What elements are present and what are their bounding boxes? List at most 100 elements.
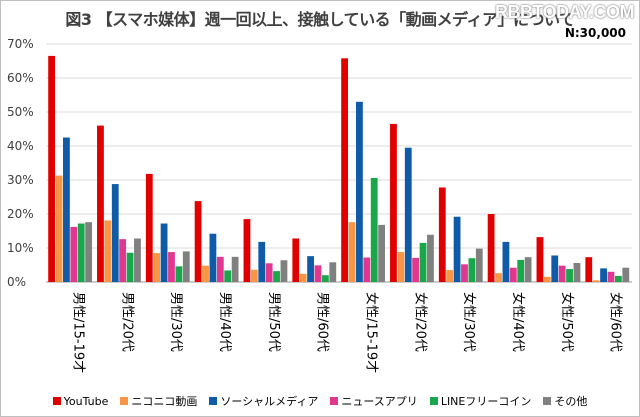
x-tick-label: 男性/30代: [168, 292, 183, 352]
legend-label: YouTube: [63, 394, 109, 408]
bar: [85, 222, 93, 282]
x-tick-label: 女性/50代: [559, 292, 575, 352]
y-tick-label: 20%: [7, 207, 34, 221]
bar: [543, 276, 551, 282]
y-tick-label: 40%: [7, 139, 34, 153]
bar: [607, 271, 615, 282]
bar: [153, 253, 161, 282]
bar: [438, 187, 446, 282]
bar: [111, 184, 119, 282]
legend-label: ソーシャルメディア: [220, 395, 319, 408]
legend-item: ニュースアプリ: [330, 393, 418, 409]
bar: [468, 258, 476, 282]
legend-item: ニコニコ動画: [120, 393, 197, 409]
bar: [558, 265, 566, 282]
bar: [194, 201, 202, 282]
x-tick-label: 男性/20代: [119, 292, 134, 352]
legend-swatch: [52, 397, 61, 405]
bar: [231, 256, 239, 282]
bar: [265, 263, 273, 282]
bar: [461, 264, 468, 282]
bar: [168, 252, 175, 282]
bar: [307, 256, 314, 282]
bar: [378, 224, 386, 282]
bar: [182, 251, 190, 282]
y-tick-label: 70%: [7, 37, 34, 51]
bar: [145, 173, 153, 282]
legend-swatch: [120, 397, 129, 405]
x-tick-label: 女性/30代: [461, 292, 477, 352]
bar: [70, 226, 78, 282]
bar: [370, 177, 378, 282]
bar: [573, 262, 581, 282]
legend-label: その他: [554, 395, 588, 408]
legend-item: YouTube: [52, 393, 109, 409]
bar: [160, 223, 168, 282]
watermark: RBBTODAY.COM: [494, 2, 635, 22]
legend: YouTube ニコニコ動画 ソーシャルメディア ニュースアプリ LINEフリーコイン そ…: [0, 393, 640, 409]
bar: [329, 262, 337, 282]
gridlines: [46, 43, 632, 283]
legend-label: ニコニコ動画: [131, 395, 198, 408]
y-tick-label: 60%: [7, 71, 34, 85]
legend-item: ソーシャルメディア: [209, 393, 318, 409]
x-tick-label: 女性/20代: [412, 292, 428, 352]
bar: [209, 233, 217, 282]
x-tick-label: 女性/15-19才: [363, 292, 379, 373]
bar: [224, 270, 232, 282]
bar: [134, 238, 141, 282]
legend-item: その他: [543, 393, 587, 409]
bar: [397, 252, 405, 282]
bar: [622, 267, 630, 282]
y-tick-label: 50%: [7, 105, 34, 119]
legend-swatch: [429, 397, 438, 405]
bar: [412, 257, 420, 282]
bar: [104, 220, 112, 282]
legend-swatch: [330, 397, 339, 405]
bar: [97, 125, 104, 282]
bar: [250, 269, 258, 282]
bar: [55, 175, 63, 282]
bar: [585, 257, 593, 282]
bars: [48, 55, 630, 283]
chart-title: 図3 【スマホ媒体】週一回以上、接触している「動画メディア」について: [65, 10, 575, 29]
bar: [446, 270, 454, 282]
legend-label: ニュースアプリ: [341, 395, 418, 408]
y-tick-label: 30%: [7, 173, 34, 187]
bar: [321, 275, 329, 282]
bar: [341, 58, 349, 282]
bar: [48, 55, 56, 283]
bar: [495, 273, 502, 282]
bar: [600, 268, 607, 282]
legend-label: LINEフリーコイン: [440, 395, 532, 408]
x-tick-label: 女性/60代: [608, 292, 624, 352]
bar: [63, 137, 70, 282]
bar: [126, 252, 134, 282]
bar: [292, 238, 300, 282]
y-tick-label: 0%: [7, 275, 26, 289]
y-axis-ticks: 0% 10% 20% 30% 40% 50% 60% 70%: [7, 37, 34, 289]
bar: [175, 266, 183, 282]
bar: [453, 216, 461, 282]
bar: [77, 223, 85, 282]
bar: [258, 241, 266, 282]
bar: [517, 259, 525, 282]
bar: [592, 280, 600, 282]
x-axis-ticks: 男性/15-19才 男性/20代 男性/30代 男性/40代 男性/50代 男性/60代 女…: [70, 292, 623, 373]
bar: [363, 257, 371, 282]
x-tick-label: 女性/40代: [510, 292, 526, 352]
bar: [314, 265, 322, 282]
bar: [299, 273, 307, 282]
y-tick-label: 10%: [7, 241, 34, 255]
legend-swatch: [209, 397, 218, 405]
x-tick-label: 男性/40代: [217, 292, 232, 352]
bar: [475, 248, 483, 282]
bar: [280, 260, 288, 282]
bar: [536, 237, 544, 282]
bar: [348, 222, 356, 282]
bar: [502, 241, 510, 282]
bar: [566, 269, 573, 282]
legend-swatch: [543, 397, 552, 405]
